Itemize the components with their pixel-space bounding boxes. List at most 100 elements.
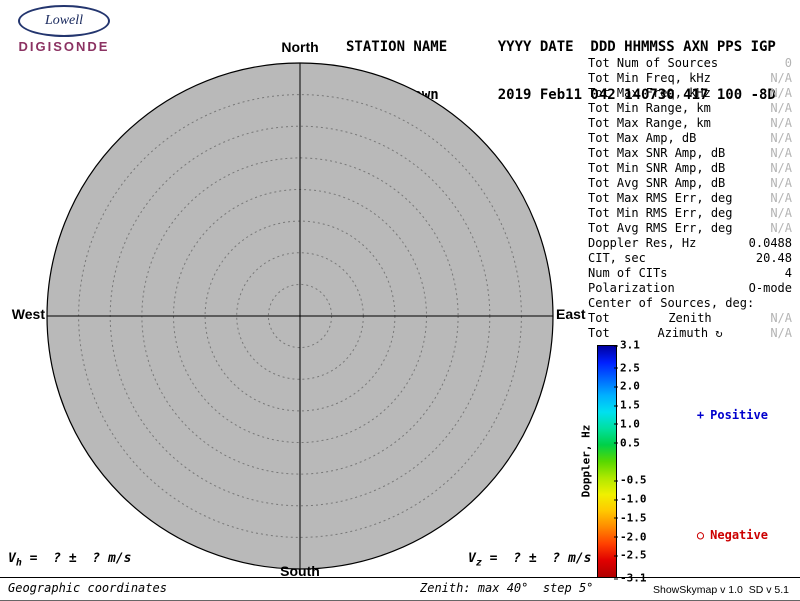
stat-value: N/A bbox=[770, 71, 792, 85]
colorbar-ticks: 3.1 2.5 2.0 1.5 1.0 0.5 -0.5 -1.0 -1.5 -2.0 -2.5 -3… bbox=[614, 340, 664, 584]
compass-north-label: North bbox=[281, 39, 319, 55]
colorbar-tick-label: -0.5 bbox=[614, 473, 647, 487]
stat-value: N/A bbox=[770, 86, 792, 100]
header-field-names: STATION NAME YYYY DATE DDD HHMMSS AXN PP… bbox=[346, 39, 776, 55]
logo-digisonde-text: DIGISONDE bbox=[18, 39, 110, 54]
stat-value: N/A bbox=[770, 326, 792, 340]
stat-row: Tot Max Freq, kHz N/A bbox=[588, 86, 792, 101]
stat-row: Tot Avg RMS Err, deg N/A bbox=[588, 221, 792, 236]
stat-value: N/A bbox=[770, 116, 792, 130]
stat-row: Tot Min RMS Err, deg N/A bbox=[588, 206, 792, 221]
doppler-colorbar-group: Doppler, Hz 3.1 2.5 2.0 1.5 1.0 0.5 -0.5 -1.0 -1… bbox=[580, 340, 647, 584]
skymap-plot bbox=[46, 62, 554, 570]
vz-readout: Vz = ? ± ? m/s bbox=[468, 551, 591, 569]
colorbar-tick-label: -2.0 bbox=[614, 530, 647, 544]
colorbar-tick-label: -3.1 bbox=[614, 571, 647, 585]
stat-row: Tot Max RMS Err, deg N/A bbox=[588, 191, 792, 206]
stat-row: Tot Avg SNR Amp, dB N/A bbox=[588, 176, 792, 191]
stat-label: Tot Max Freq, kHz bbox=[588, 86, 711, 100]
stat-value: 20.48 bbox=[755, 251, 792, 265]
stat-label: Num of CITs bbox=[588, 266, 668, 280]
stat-row: Polarization O-mode bbox=[588, 281, 792, 296]
stat-value: N/A bbox=[770, 206, 792, 220]
header-fields: STATION NAME YYYY DATE DDD HHMMSS AXN PP… bbox=[346, 7, 776, 135]
stat-label: Doppler Res, Hz bbox=[588, 236, 697, 250]
stat-row: CIT, sec 20.48 bbox=[588, 251, 792, 266]
stat-value: N/A bbox=[770, 191, 792, 205]
positive-legend: + Positive bbox=[668, 394, 768, 436]
stat-label: Tot Max Range, km bbox=[588, 116, 711, 130]
lowell-digisonde-logo: Lowell DIGISONDE bbox=[8, 5, 120, 54]
stat-label: Tot Avg RMS Err, deg bbox=[588, 221, 733, 235]
stat-row: Tot Min Range, km N/A bbox=[588, 101, 792, 116]
stats-panel: Tot Num of Sources 0 Tot Min Freq, kHz N/A… bbox=[588, 56, 792, 341]
stat-value: 4 bbox=[784, 266, 792, 280]
stat-label: CIT, sec bbox=[588, 251, 646, 265]
stat-value: N/A bbox=[770, 161, 792, 175]
colorbar-tick-label: -1.0 bbox=[614, 492, 647, 506]
colorbar-axis-label: Doppler, Hz bbox=[579, 424, 593, 498]
stat-label: Center of Sources, deg: bbox=[588, 296, 755, 310]
footer-separator bbox=[0, 577, 800, 578]
software-version-label: ShowSkymap v 1.0 SD v 5.1 bbox=[653, 584, 789, 596]
stat-value: N/A bbox=[770, 176, 792, 190]
vh-value: = ? ± ? m/s bbox=[21, 551, 132, 566]
colorbar-tick-label: 0.5 bbox=[614, 436, 640, 450]
doppler-colorbar bbox=[597, 345, 617, 578]
stat-label: Tot bbox=[588, 326, 610, 340]
stat-sublabel: Azimuth ↻ bbox=[657, 326, 723, 340]
stat-value: 0.0488 bbox=[748, 236, 792, 250]
colorbar-tick-label: 3.1 bbox=[614, 338, 640, 352]
stat-row: Tot Min Freq, kHz N/A bbox=[588, 71, 792, 86]
stat-label: Tot Min RMS Err, deg bbox=[588, 206, 733, 220]
stat-row: Tot Max Amp, dB N/A bbox=[588, 131, 792, 146]
colorbar-tick-label: 1.0 bbox=[614, 417, 640, 431]
colorbar-tick-label: -1.5 bbox=[614, 511, 647, 525]
vz-value: = ? ± ? m/s bbox=[481, 551, 592, 566]
vh-symbol: V bbox=[8, 551, 16, 566]
colorbar-tick-label: 2.0 bbox=[614, 379, 640, 393]
stat-label: Polarization bbox=[588, 281, 675, 295]
stat-row: Tot Zenith N/A bbox=[588, 311, 792, 326]
positive-label: Positive bbox=[710, 408, 768, 422]
stat-row: Tot Min SNR Amp, dB N/A bbox=[588, 161, 792, 176]
stat-value: N/A bbox=[770, 101, 792, 115]
stat-value: 0 bbox=[784, 56, 792, 70]
vh-readout: Vh = ? ± ? m/s bbox=[8, 551, 131, 569]
lowell-logo-oval: Lowell bbox=[18, 5, 110, 37]
stat-label: Tot Max RMS Err, deg bbox=[588, 191, 733, 205]
stat-label: Tot Min Freq, kHz bbox=[588, 71, 711, 85]
colorbar-tick-label: 1.5 bbox=[614, 398, 640, 412]
stat-label: Tot Min Range, km bbox=[588, 101, 711, 115]
circle-marker-icon: ○ bbox=[696, 528, 705, 542]
stat-row: Tot Max SNR Amp, dB N/A bbox=[588, 146, 792, 161]
stat-row: Tot Max Range, km N/A bbox=[588, 116, 792, 131]
stat-sublabel: Zenith bbox=[668, 311, 712, 325]
stat-value: N/A bbox=[770, 311, 792, 325]
stat-value: O-mode bbox=[748, 281, 792, 295]
stat-label: Tot Max SNR Amp, dB bbox=[588, 146, 726, 160]
compass-west-label: West bbox=[11, 306, 45, 322]
stat-label: Tot Min SNR Amp, dB bbox=[588, 161, 726, 175]
plus-marker-icon: + bbox=[696, 408, 705, 422]
vh-subscript: h bbox=[15, 557, 22, 569]
stat-row: Tot Azimuth ↻ N/A bbox=[588, 326, 792, 341]
stat-row: Tot Num of Sources 0 bbox=[588, 56, 792, 71]
zenith-scale-note: Zenith: max 40° step 5° bbox=[420, 581, 594, 595]
stat-label: Tot Avg SNR Amp, dB bbox=[588, 176, 726, 190]
vz-symbol: V bbox=[468, 551, 476, 566]
compass-south-label: South bbox=[280, 563, 320, 579]
negative-legend: ○ Negative bbox=[668, 514, 768, 556]
compass-east-label: East bbox=[556, 306, 586, 322]
colorbar-tick-label: -2.5 bbox=[614, 548, 647, 562]
stat-label: Tot Num of Sources bbox=[588, 56, 719, 70]
stat-value: N/A bbox=[770, 131, 792, 145]
stat-section-header: Center of Sources, deg: bbox=[588, 296, 792, 311]
negative-label: Negative bbox=[710, 528, 768, 542]
stat-row: Num of CITs 4 bbox=[588, 266, 792, 281]
stat-row: Doppler Res, Hz 0.0488 bbox=[588, 236, 792, 251]
stat-label: Tot Max Amp, dB bbox=[588, 131, 697, 145]
vz-subscript: z bbox=[475, 557, 482, 569]
colorbar-tick-label: 2.5 bbox=[614, 361, 640, 375]
coordinate-system-label: Geographic coordinates bbox=[8, 581, 167, 595]
